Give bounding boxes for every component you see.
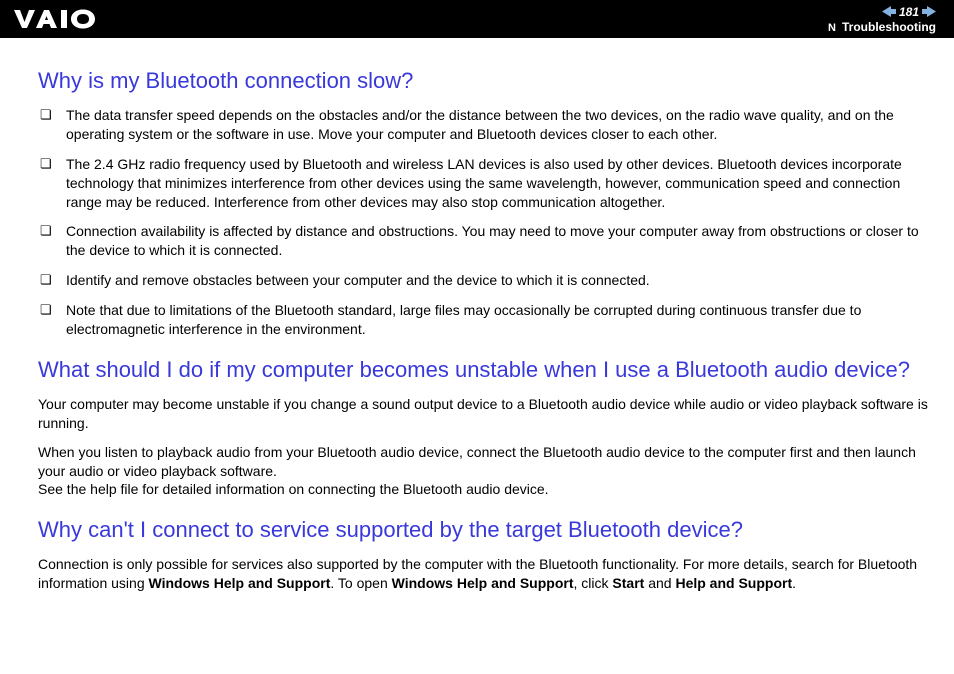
- text-run: . To open: [330, 575, 391, 591]
- body-paragraph: When you listen to playback audio from y…: [38, 443, 930, 500]
- text-run: , click: [574, 575, 613, 591]
- section-name: Troubleshooting: [842, 20, 936, 34]
- bullet-list: The data transfer speed depends on the o…: [38, 106, 930, 339]
- text-run: Start: [612, 575, 644, 591]
- n-link[interactable]: N: [828, 22, 836, 34]
- prev-page-arrow-icon[interactable]: [882, 6, 896, 17]
- question-heading: Why can't I connect to service supported…: [38, 517, 930, 543]
- bullet-item: The 2.4 GHz radio frequency used by Blue…: [66, 155, 930, 212]
- bullet-item: The data transfer speed depends on the o…: [66, 106, 930, 144]
- bullet-item: Identify and remove obstacles between yo…: [66, 271, 930, 290]
- next-page-arrow-icon[interactable]: [922, 6, 936, 17]
- header-right: 181 N Troubleshooting: [828, 5, 936, 34]
- question-heading: What should I do if my computer becomes …: [38, 357, 930, 383]
- text-run: Windows Help and Support: [392, 575, 574, 591]
- body-paragraph: Connection is only possible for services…: [38, 555, 930, 593]
- body-paragraph: Your computer may become unstable if you…: [38, 395, 930, 433]
- page-number: 181: [898, 5, 920, 19]
- page-content: Why is my Bluetooth connection slow? The …: [0, 38, 954, 623]
- text-run: Your computer may become unstable if you…: [38, 396, 928, 431]
- page-nav: 181: [882, 5, 936, 19]
- text-run: .: [792, 575, 796, 591]
- bullet-item: Connection availability is affected by d…: [66, 222, 930, 260]
- question-heading: Why is my Bluetooth connection slow?: [38, 68, 930, 94]
- vaio-logo: [14, 9, 110, 29]
- text-run: Windows Help and Support: [149, 575, 331, 591]
- text-run: When you listen to playback audio from y…: [38, 444, 916, 479]
- text-run: See the help file for detailed informati…: [38, 481, 549, 497]
- text-run: and: [644, 575, 675, 591]
- page-header: 181 N Troubleshooting: [0, 0, 954, 38]
- bullet-item: Note that due to limitations of the Blue…: [66, 301, 930, 339]
- text-run: Help and Support: [675, 575, 792, 591]
